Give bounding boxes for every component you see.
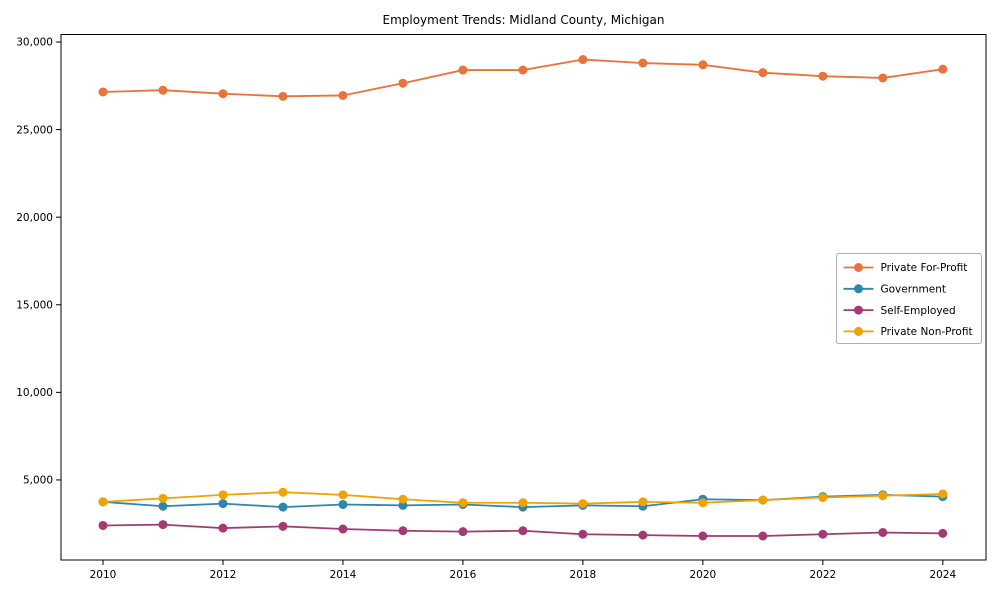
data-point-private-for-profit	[158, 85, 168, 95]
data-point-self-employed	[638, 530, 648, 540]
data-point-self-employed	[698, 531, 708, 541]
legend-entry: Self-Employed	[843, 305, 956, 317]
data-point-government	[338, 499, 348, 509]
data-point-private-non-profit	[458, 498, 468, 508]
data-point-private-non-profit	[698, 498, 708, 508]
data-point-private-non-profit	[218, 490, 228, 500]
data-point-private-for-profit	[398, 78, 408, 88]
x-axis-tick-label: 2016	[450, 569, 477, 581]
data-point-private-for-profit	[98, 87, 108, 97]
y-axis-tick-label: 30,000	[16, 37, 53, 49]
data-point-self-employed	[518, 526, 528, 536]
y-axis-tick-label: 10,000	[16, 387, 53, 399]
data-point-government	[158, 501, 168, 511]
x-axis-tick-label: 2024	[929, 569, 956, 581]
x-axis-tick-label: 2020	[689, 569, 716, 581]
data-point-self-employed	[758, 531, 768, 541]
x-axis-tick-label: 2010	[90, 569, 117, 581]
legend: Private For-Profit Government Self-Employe…	[836, 253, 982, 344]
data-point-private-for-profit	[878, 73, 888, 83]
data-point-private-non-profit	[638, 497, 648, 507]
data-point-private-for-profit	[458, 65, 468, 75]
y-axis-tick-label: 25,000	[16, 124, 53, 136]
data-point-private-non-profit	[578, 499, 588, 509]
legend-entry: Private For-Profit	[843, 262, 968, 274]
data-point-private-for-profit	[578, 55, 588, 65]
data-point-private-non-profit	[158, 493, 168, 503]
data-point-private-non-profit	[278, 487, 288, 497]
x-axis-tick-label: 2012	[210, 569, 237, 581]
legend-label: Self-Employed	[881, 305, 956, 317]
legend-label: Government	[881, 284, 946, 296]
data-point-self-employed	[938, 528, 948, 538]
data-point-self-employed	[458, 527, 468, 537]
data-point-private-for-profit	[278, 91, 288, 101]
data-point-private-non-profit	[518, 498, 528, 508]
data-point-self-employed	[878, 527, 888, 537]
data-point-private-non-profit	[98, 497, 108, 507]
data-point-private-for-profit	[758, 68, 768, 78]
data-point-private-non-profit	[398, 494, 408, 504]
x-axis-tick-label: 2018	[570, 569, 597, 581]
data-point-self-employed	[158, 520, 168, 530]
data-point-private-for-profit	[638, 58, 648, 68]
legend-box	[836, 253, 982, 344]
series-line-private-for-profit	[102, 58, 944, 98]
chart-title: Employment Trends: Midland County, Michi…	[382, 13, 665, 27]
legend-entry: Private Non-Profit	[843, 326, 973, 338]
legend-marker	[854, 263, 863, 272]
data-point-private-non-profit	[338, 490, 348, 500]
x-axis-tick-label: 2014	[330, 569, 357, 581]
data-point-self-employed	[398, 526, 408, 536]
y-axis-tick-label: 20,000	[16, 212, 53, 224]
data-point-self-employed	[578, 529, 588, 539]
data-point-government	[218, 499, 228, 509]
x-axis-tick-label: 2022	[809, 569, 836, 581]
legend-marker	[854, 284, 863, 294]
data-point-private-non-profit	[938, 489, 948, 499]
data-point-private-non-profit	[878, 491, 888, 501]
y-axis-tick-label: 5,000	[23, 475, 53, 487]
data-point-self-employed	[98, 520, 108, 530]
data-point-private-for-profit	[518, 65, 528, 75]
legend-marker	[854, 305, 863, 315]
data-point-private-for-profit	[338, 90, 348, 100]
data-point-private-non-profit	[818, 492, 828, 502]
data-point-private-for-profit	[938, 64, 948, 74]
data-point-private-for-profit	[218, 89, 228, 99]
data-point-self-employed	[338, 524, 348, 534]
data-point-private-for-profit	[818, 71, 828, 81]
data-point-government	[278, 502, 288, 512]
legend-label: Private For-Profit	[881, 262, 968, 274]
legend-marker	[854, 326, 863, 336]
y-axis-tick-label: 15,000	[16, 299, 53, 311]
legend-label: Private Non-Profit	[881, 326, 973, 338]
plot-frame	[60, 34, 987, 561]
legend-entry: Government	[843, 284, 946, 296]
data-point-private-non-profit	[758, 495, 768, 505]
data-point-self-employed	[218, 523, 228, 533]
data-point-private-for-profit	[698, 60, 708, 70]
data-point-self-employed	[818, 529, 828, 539]
data-point-self-employed	[278, 521, 288, 531]
